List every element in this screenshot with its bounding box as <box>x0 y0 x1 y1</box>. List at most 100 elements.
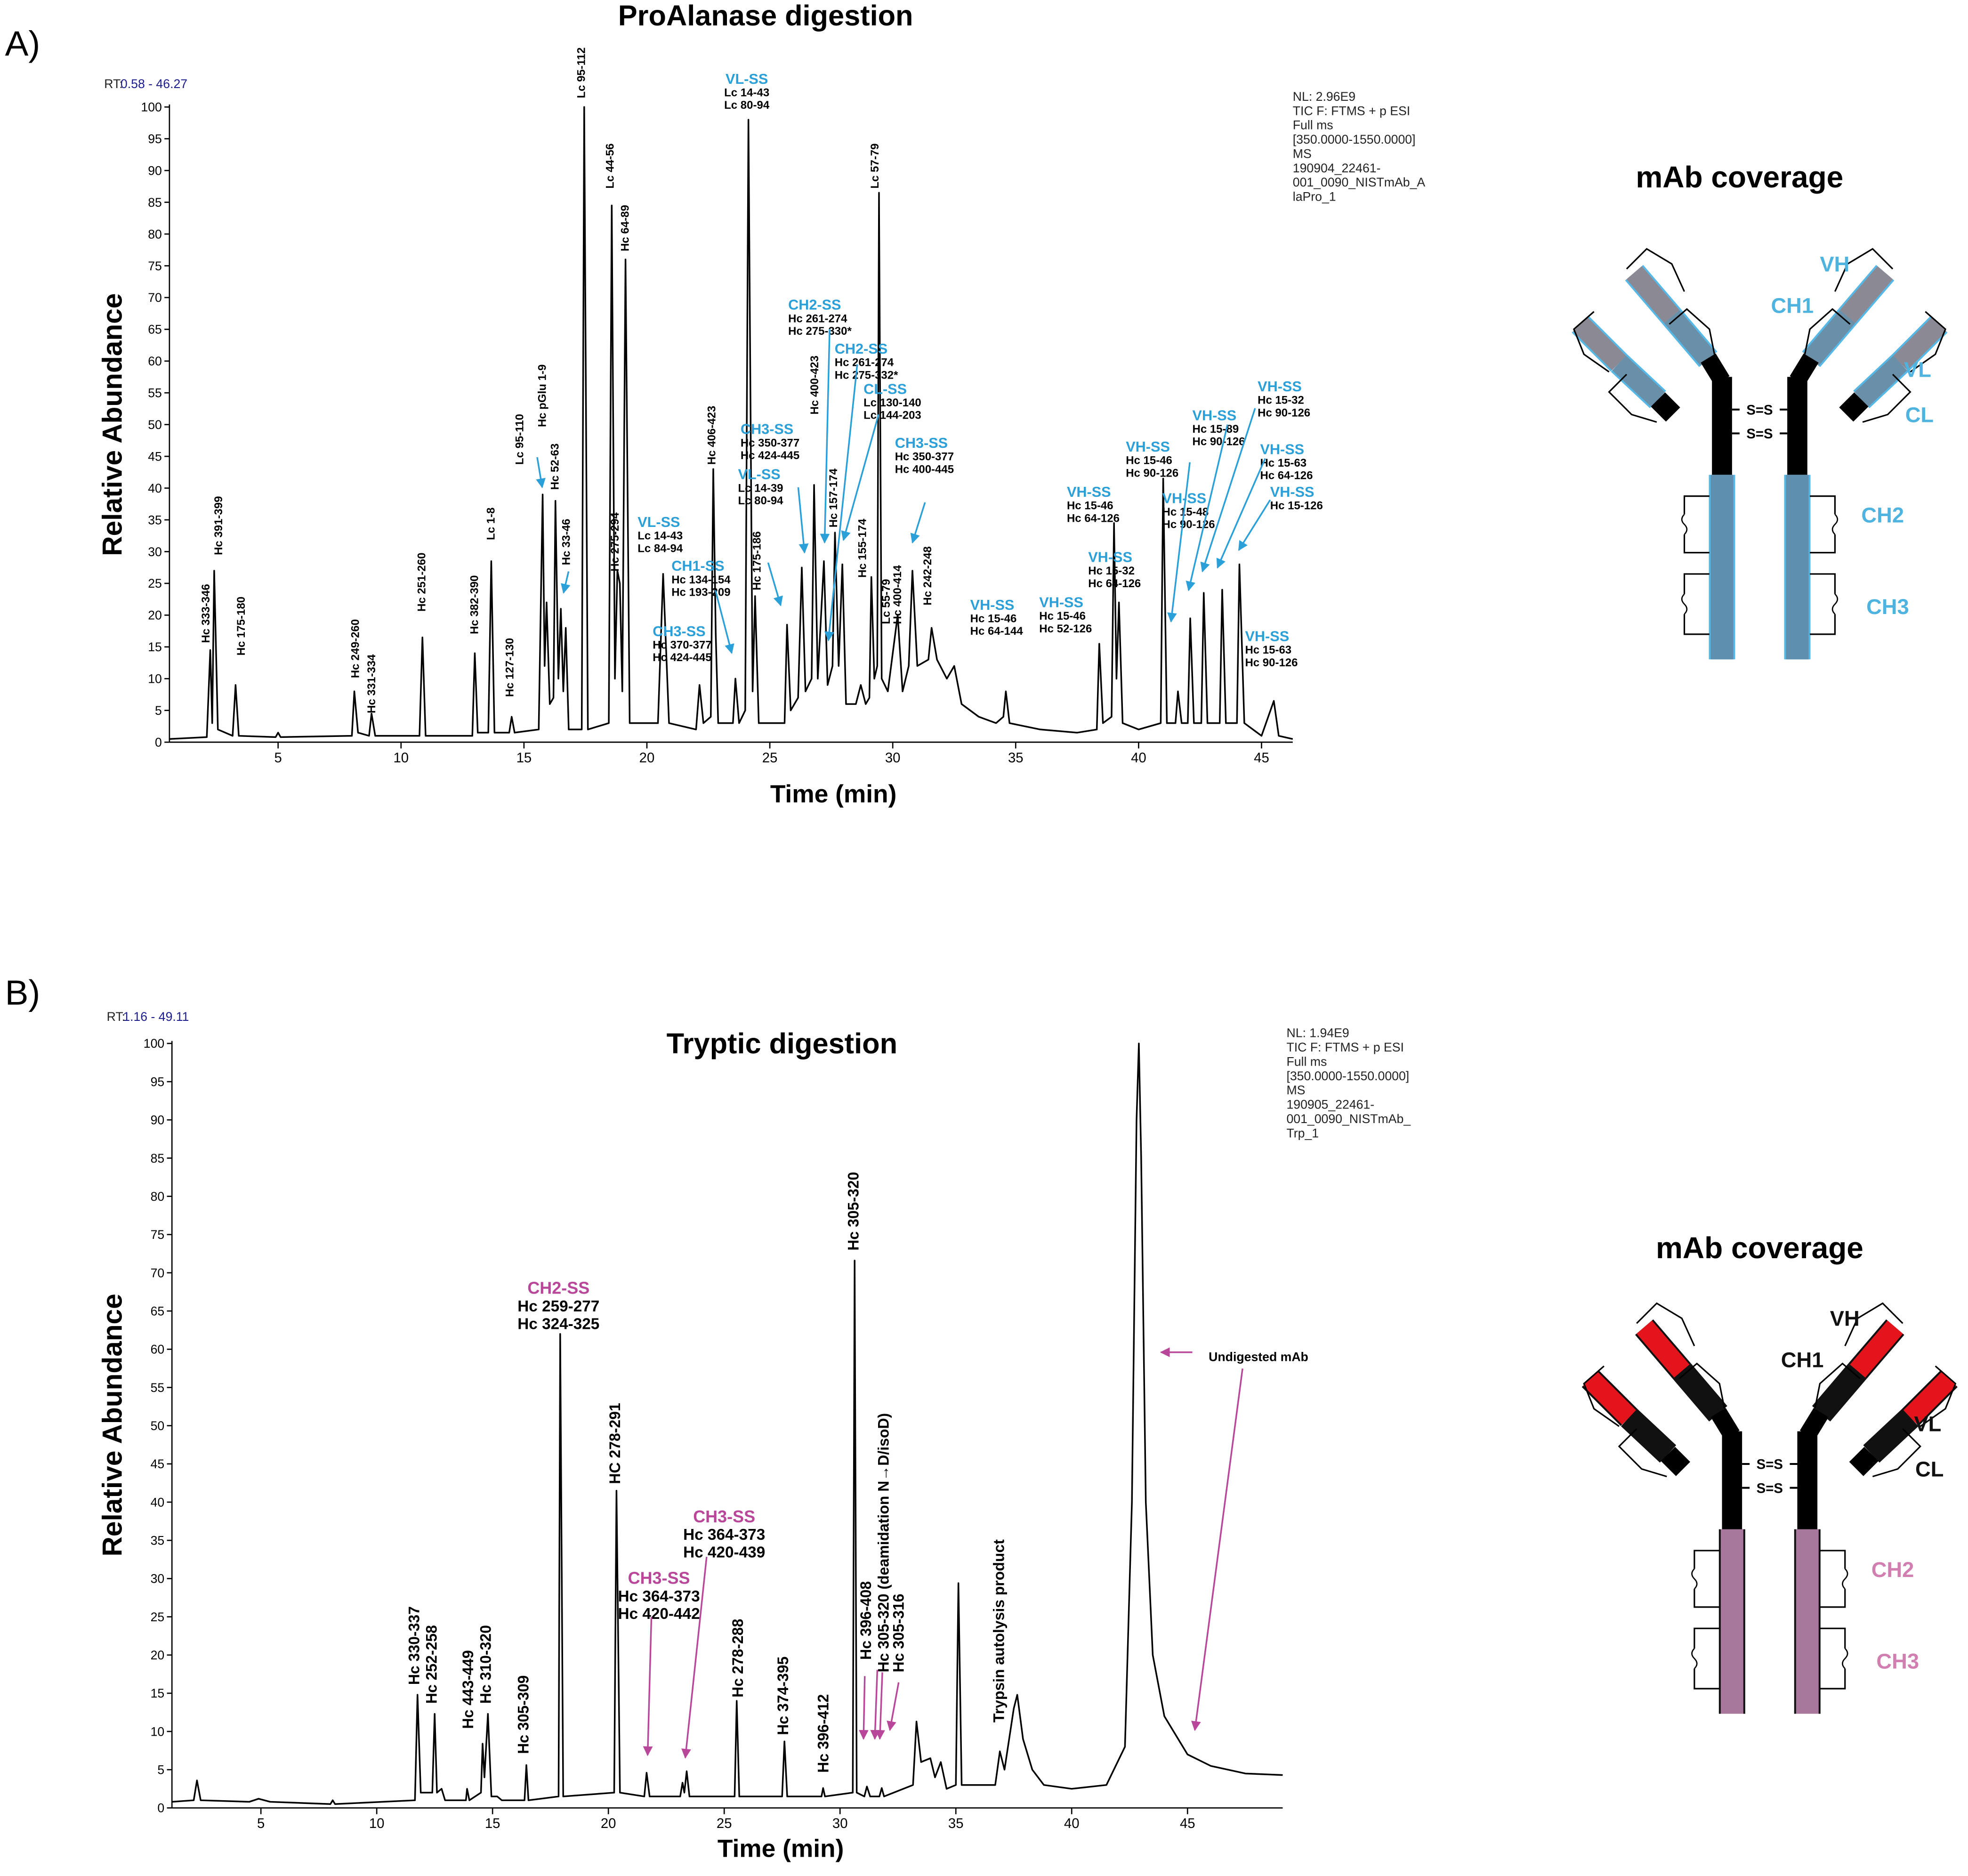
annotation-line: Hc 259-277 <box>517 1298 599 1315</box>
peak-label: Hc 330-337 <box>405 1606 422 1685</box>
x-tick-label: 35 <box>948 1816 964 1831</box>
info-line: [350.0000-1550.0000] <box>1293 132 1416 146</box>
x-tick-label: 10 <box>369 1816 385 1831</box>
peak-label: Hc 396-412 <box>815 1694 831 1773</box>
y-tick-label: 45 <box>151 1457 165 1471</box>
peak-label: Hc 64-89 <box>619 205 632 251</box>
domain-label: CH1 <box>1781 1348 1824 1372</box>
annotation-line: Hc 15-63 <box>1245 644 1291 656</box>
y-tick-label: 40 <box>151 1495 165 1509</box>
x-tick-label: 20 <box>601 1816 616 1831</box>
domain-label: VL <box>1914 1412 1941 1436</box>
annotation-title: VL-SS <box>726 71 768 87</box>
x-tick-label: 15 <box>485 1816 500 1831</box>
y-tick-label: 5 <box>157 1763 164 1777</box>
domain-label: VH <box>1820 252 1849 276</box>
annotation-title: CL-SS <box>863 381 907 397</box>
annotation-arrow <box>1191 1368 1243 1731</box>
annotation-arrow <box>1167 462 1191 623</box>
x-tick-label: 20 <box>639 750 655 766</box>
info-line: TIC F: FTMS + p ESI <box>1286 1040 1403 1054</box>
y-tick-label: 50 <box>151 1419 165 1433</box>
annotation-line: Hc 15-48 <box>1162 506 1209 518</box>
y-tick-label: 80 <box>151 1189 165 1204</box>
annotation-line: Hc 420-442 <box>618 1605 700 1623</box>
domain <box>1573 317 1626 371</box>
info-line: MS <box>1293 146 1312 161</box>
y-tick-label: 90 <box>148 163 162 178</box>
annotation-arrow <box>561 571 571 594</box>
domain <box>1893 317 1946 371</box>
annotation-line: Lc 14-43 <box>637 530 683 542</box>
disulfide-loop <box>1862 373 1912 423</box>
y-tick-label: 10 <box>151 1724 165 1739</box>
y-tick-label: 55 <box>151 1381 165 1395</box>
x-tick-label: 30 <box>832 1816 848 1831</box>
peak-label: Hc 278-288 <box>729 1619 746 1698</box>
y-tick-label: 25 <box>151 1610 165 1624</box>
disulfide-loop <box>1669 308 1716 355</box>
annotation-line: Hc 370-377 <box>653 639 711 652</box>
annotation-line: Hc 424-445 <box>653 651 711 664</box>
peak-label: Hc 406-423 <box>706 406 718 465</box>
annotation-line: Hc 90-126 <box>1126 467 1178 479</box>
peak-label: Trypsin autolysis product <box>991 1539 1008 1722</box>
annotation-line: Lc 14-43 <box>724 87 769 99</box>
annotation-line: Lc 80-94 <box>724 99 770 112</box>
annotation-arrow <box>1238 499 1271 551</box>
disulfide-squiggle <box>1842 1568 1848 1590</box>
annotation-line: Hc 15-63 <box>1260 457 1307 469</box>
y-tick-label: 70 <box>148 291 162 305</box>
bond-bg <box>1739 401 1780 417</box>
disulfide-loop <box>1814 1362 1861 1409</box>
domain <box>1850 1320 1903 1378</box>
info-line: 190904_22461- <box>1293 161 1381 175</box>
annotation-title: CH3-SS <box>693 1507 755 1526</box>
disulfide-loop <box>1810 573 1836 635</box>
annotation-title: VL-SS <box>637 514 680 530</box>
domain-label: CL <box>1915 1457 1944 1481</box>
disulfide-loop <box>1810 495 1836 554</box>
annotation-line: Lc 144-203 <box>863 409 921 422</box>
disulfide-loop <box>1844 1302 1903 1347</box>
y-tick-label: 20 <box>151 1648 165 1662</box>
y-axis-label: Relative Abundance <box>97 1294 128 1556</box>
info-line: Full ms <box>1293 118 1333 132</box>
rt-prefix: RT: <box>104 77 122 91</box>
peak-label: Lc 57-79 <box>869 144 881 189</box>
y-tick-label: 75 <box>148 259 162 273</box>
disulfide-loop <box>1583 1365 1620 1427</box>
y-tick-label: 90 <box>151 1113 165 1127</box>
disulfide-loop <box>1920 1365 1957 1427</box>
annotation-title: CH3-SS <box>628 1569 690 1588</box>
annotation-line: Hc 64-144 <box>970 625 1024 638</box>
annotation-arrow <box>767 562 783 606</box>
disulfide-squiggle <box>1681 514 1688 535</box>
info-line: Trp_1 <box>1286 1126 1319 1140</box>
disulfide-loop <box>1636 1302 1695 1347</box>
annotation-arrow <box>1216 458 1266 569</box>
y-tick-label: 15 <box>148 640 162 654</box>
peak-label: Hc 391-399 <box>212 496 225 555</box>
info-line: 001_0090_NISTmAb_ <box>1286 1112 1411 1126</box>
disulfide-loop <box>1694 1627 1720 1690</box>
info-line: 190905_22461- <box>1286 1098 1374 1112</box>
y-tick-label: 30 <box>151 1572 165 1586</box>
domain-label: VH <box>1830 1307 1860 1331</box>
annotation-line: Hc 350-377 <box>741 437 799 449</box>
disulfide-loop <box>1618 1428 1667 1478</box>
annotation-arrow <box>887 1682 900 1731</box>
y-tick-label: 70 <box>151 1266 165 1280</box>
annotation-line: Hc 324-325 <box>517 1315 599 1333</box>
domain-label: CH2 <box>1871 1558 1914 1582</box>
x-axis-label: Time (min) <box>718 1835 844 1862</box>
rt-prefix: RT: <box>107 1010 125 1024</box>
peak-label: Lc 95-112 <box>575 48 588 98</box>
annotation-line: Hc 400-445 <box>895 463 954 476</box>
annotation-line: Hc 420-439 <box>683 1544 765 1561</box>
domain <box>1854 356 1907 407</box>
trace <box>169 106 1293 740</box>
